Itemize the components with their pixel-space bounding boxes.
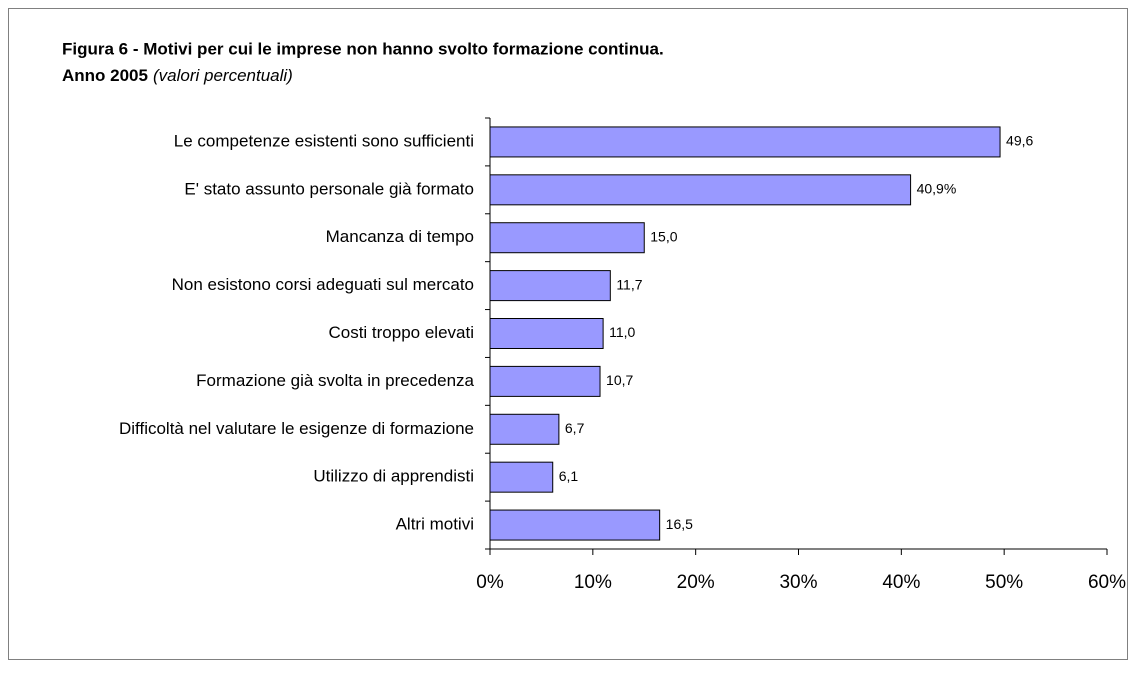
- y-tick-label: Altri motivi: [396, 515, 474, 534]
- bar: [489, 318, 604, 349]
- x-tick-label: 50%: [985, 572, 1023, 593]
- bar: [489, 365, 601, 397]
- data-label: 10,7: [606, 372, 633, 388]
- y-tick-label: Formazione già svolta in precedenza: [196, 371, 474, 390]
- x-tick-label: 0%: [476, 572, 504, 593]
- data-label: 11,0: [609, 324, 635, 340]
- y-tick-label: Utilizzo di apprendisti: [313, 467, 474, 486]
- subtitle: Anno 2005: [62, 66, 148, 85]
- x-tick-label: 60%: [1088, 572, 1126, 593]
- data-label: 40,9%: [917, 181, 957, 197]
- y-tick-label: Non esistono corsi adeguati sul mercato: [172, 275, 474, 294]
- data-label: 16,5: [666, 516, 693, 532]
- chart-subtitle: Anno 2005 (valori percentuali): [62, 66, 293, 85]
- x-tick-label: 40%: [882, 572, 920, 593]
- x-tick-label: 10%: [574, 572, 612, 593]
- bar: [489, 270, 611, 302]
- bar: [489, 461, 554, 493]
- y-tick-label: Costi troppo elevati: [328, 323, 474, 342]
- subtitle-note: (valori percentuali): [153, 66, 293, 85]
- y-tick-label: Mancanza di tempo: [326, 227, 474, 246]
- bar: [489, 509, 661, 541]
- x-tick-label: 30%: [779, 572, 817, 593]
- data-label: 49,6: [1006, 133, 1033, 149]
- y-tick-label: Difficoltà nel valutare le esigenze di f…: [119, 419, 474, 438]
- data-label: 6,1: [559, 468, 579, 484]
- chart-title: Figura 6 - Motivi per cui le imprese non…: [62, 39, 664, 58]
- bar: [489, 174, 912, 206]
- data-label: 11,7: [616, 276, 642, 292]
- bar: [489, 126, 1001, 158]
- data-label: 6,7: [565, 420, 585, 436]
- y-tick-label: E' stato assunto personale già formato: [184, 179, 474, 198]
- bar: [489, 222, 645, 254]
- x-tick-label: 20%: [677, 572, 715, 593]
- data-label: 15,0: [650, 228, 677, 244]
- bar: [489, 413, 560, 445]
- y-tick-label: Le competenze esistenti sono sufficienti: [174, 131, 474, 150]
